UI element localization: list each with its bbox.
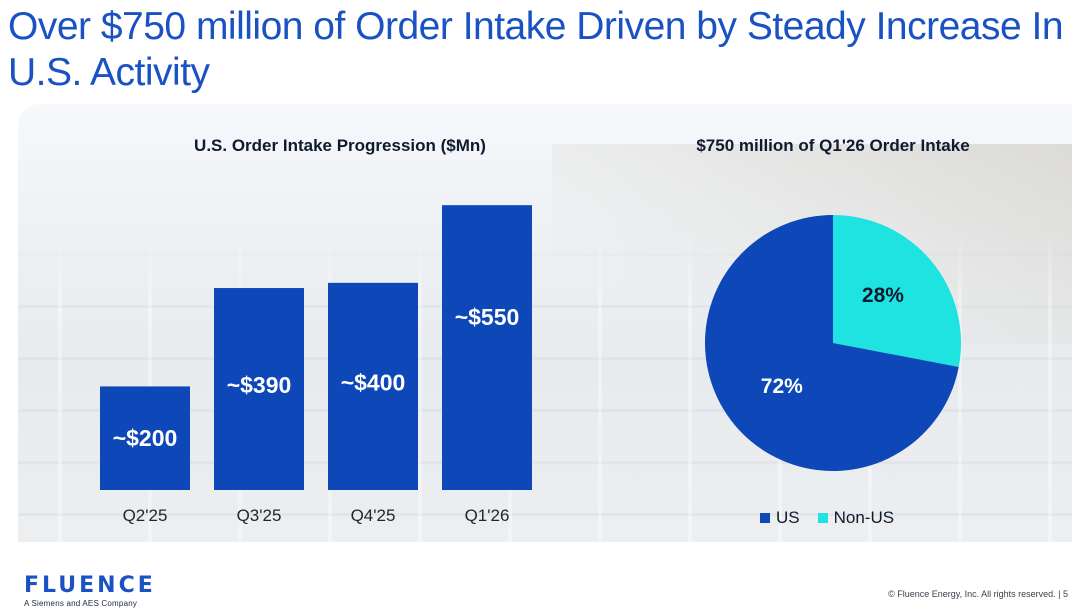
pie-slice-us	[705, 215, 959, 471]
bar-category-label-0: Q2'25	[123, 506, 168, 525]
pie-label-us: 72%	[761, 375, 803, 398]
legend-label-us: US	[776, 508, 800, 527]
legend-item-non-us: Non-US	[817, 508, 895, 528]
bar-value-label-3: ~$550	[455, 304, 520, 330]
bar-chart: ~$200 Q2'25 ~$390 Q3'25 ~$400 Q4'25 ~$550 Q1'26	[100, 205, 532, 525]
pie-chart: 28% 72%	[705, 215, 961, 471]
bar-category-label-3: Q1'26	[465, 506, 510, 525]
fluence-logo: FLUENCE A Siemens and AES Company	[24, 573, 164, 609]
bar-value-label-2: ~$400	[341, 369, 406, 395]
bar-2	[328, 282, 418, 490]
pie-chart-title: $750 million of Q1'26 Order Intake	[696, 136, 970, 155]
legend-swatch-us	[760, 513, 770, 523]
bar-1	[214, 288, 304, 490]
pie-slice-non-us	[833, 215, 961, 367]
slide-title: Over $750 million of Order Intake Driven…	[8, 5, 1064, 94]
bar-chart-title: U.S. Order Intake Progression ($Mn)	[194, 136, 486, 155]
bar-value-label-1: ~$390	[227, 372, 292, 398]
legend-swatch-non-us	[817, 513, 828, 523]
logo-wordmark: FLUENCE	[24, 573, 156, 598]
bar-3	[442, 205, 532, 490]
bar-category-label-2: Q4'25	[351, 506, 396, 525]
legend-label-non-us: Non-US	[833, 508, 895, 527]
legend-item-us: US	[760, 508, 800, 528]
pie-legend: US Non-US	[760, 508, 894, 528]
logo-tagline: A Siemens and AES Company	[24, 599, 138, 608]
bar-category-label-1: Q3'25	[237, 506, 282, 525]
copyright-footer: © Fluence Energy, Inc. All rights reserv…	[888, 589, 1068, 599]
pie-label-non-us: 28%	[862, 284, 904, 307]
bar-0	[100, 386, 190, 490]
bar-value-label-0: ~$200	[113, 425, 178, 451]
